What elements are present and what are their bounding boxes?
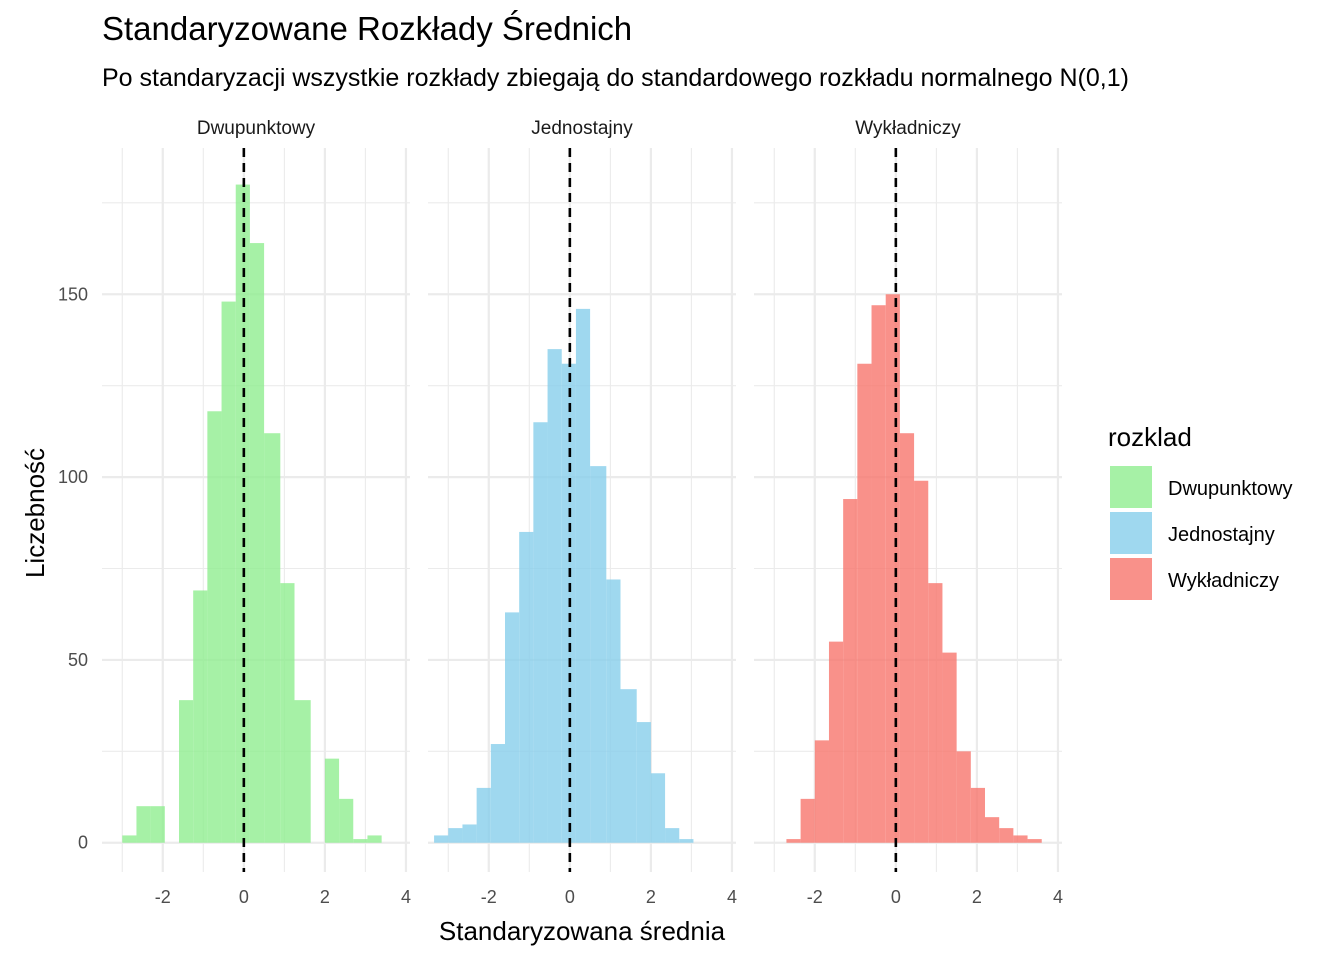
histogram-bar: [999, 828, 1014, 843]
legend-label: Dwupunktowy: [1168, 478, 1293, 500]
histogram-bar: [970, 787, 985, 843]
histogram-bar: [828, 641, 844, 843]
panel-strip-label: Wykładniczy: [855, 118, 961, 139]
panel-strip-label: Dwupunktowy: [197, 118, 316, 139]
x-tick-label: 4: [401, 887, 411, 907]
histogram-bar: [843, 499, 858, 843]
x-tick-label: 0: [239, 887, 249, 907]
y-tick-label: 0: [78, 833, 88, 853]
histogram-bar: [871, 305, 886, 843]
legend: rozklad Dwupunktowy Jednostajny Wykładnicz…: [1108, 422, 1293, 600]
y-axis-title: Liczebność: [20, 448, 50, 578]
panel-wykladniczy: Wykładniczy -2 0 2 4: [754, 118, 1063, 907]
x-tick-label: 2: [320, 887, 330, 907]
panel-jednostajny: Jednostajny -2 0 2 4: [428, 118, 737, 907]
histogram-bar: [150, 806, 165, 843]
legend-title: rozklad: [1108, 422, 1192, 452]
histogram-bar: [264, 433, 281, 843]
histogram-bar: [650, 773, 666, 843]
legend-swatch: [1110, 558, 1152, 600]
histogram-bar: [620, 689, 637, 843]
histogram-bar: [914, 480, 929, 843]
histogram-bar: [1027, 839, 1042, 843]
histogram-bar: [249, 243, 265, 843]
legend-label: Wykładniczy: [1168, 570, 1279, 592]
histogram-bar: [575, 308, 591, 843]
histogram-bar: [519, 531, 534, 843]
x-tick-label: 2: [646, 887, 656, 907]
histogram-bar: [899, 433, 915, 843]
y-tick-label: 50: [68, 650, 88, 670]
histogram-bar: [505, 612, 520, 843]
chart-title: Standaryzowane Rozkłady Średnich: [102, 9, 632, 47]
histogram-bar: [476, 787, 491, 843]
histogram-bar: [324, 758, 340, 843]
histogram-bar: [636, 722, 651, 843]
histogram-bar: [280, 583, 295, 843]
histogram-bar: [606, 579, 621, 843]
histogram-bar: [448, 828, 463, 843]
x-tick-label: 4: [1053, 887, 1063, 907]
x-tick-label: 2: [972, 887, 982, 907]
panel-dwupunktowy: Dwupunktowy -2 0 2 4: [102, 118, 411, 907]
legend-swatch: [1110, 512, 1152, 554]
histogram-bar: [928, 583, 943, 843]
x-tick-label: 4: [727, 887, 737, 907]
histogram-bar: [462, 824, 477, 843]
histogram-bar: [533, 422, 548, 843]
histogram-bar: [179, 700, 194, 843]
panel-strip-label: Jednostajny: [531, 118, 633, 139]
x-tick-label: 0: [565, 887, 575, 907]
histogram-bar: [353, 839, 368, 843]
histogram-bar: [885, 294, 900, 843]
chart-subtitle: Po standaryzacji wszystkie rozkłady zbie…: [102, 64, 1129, 92]
histogram-bar: [136, 806, 151, 843]
histogram-bar: [665, 828, 680, 843]
y-tick-label: 100: [58, 467, 88, 487]
histogram-bar: [207, 411, 222, 843]
x-tick-label: -2: [155, 887, 171, 907]
legend-swatch: [1110, 466, 1152, 508]
histogram-bar: [367, 835, 382, 843]
x-axis-title: Standaryzowana średnia: [439, 916, 726, 946]
x-tick-label: -2: [807, 887, 823, 907]
histogram-bar: [942, 652, 957, 843]
histogram-bar: [221, 301, 236, 843]
histogram-bar: [679, 839, 694, 843]
histogram-bar: [434, 835, 449, 843]
x-tick-label: 0: [891, 887, 901, 907]
histogram-bar: [339, 798, 354, 843]
histogram-bar: [985, 817, 1000, 843]
y-tick-label: 150: [58, 284, 88, 304]
histogram-bar: [814, 740, 829, 843]
legend-label: Jednostajny: [1168, 524, 1275, 546]
histogram-bar: [490, 744, 505, 843]
histogram-bar: [1013, 835, 1028, 843]
histogram-bar: [294, 700, 311, 843]
histogram-bar: [547, 349, 562, 843]
x-tick-label: -2: [481, 887, 497, 907]
histogram-bar: [786, 839, 801, 843]
histogram-bar: [857, 363, 872, 843]
histogram-bar: [956, 751, 971, 843]
histogram-bar: [193, 590, 208, 843]
histogram-bar: [590, 466, 607, 843]
histogram-bar: [800, 798, 815, 843]
histogram-bar: [122, 835, 137, 843]
